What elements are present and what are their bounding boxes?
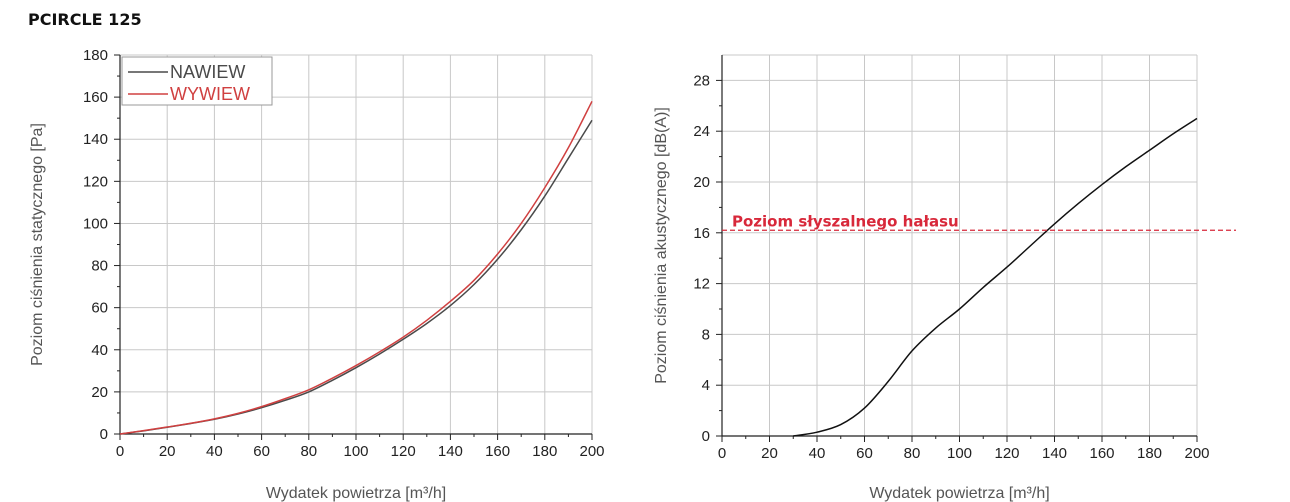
noise-threshold-label: Poziom słyszalnego hałasu (732, 212, 959, 230)
grid (120, 54, 593, 434)
noise-chart: 0 20 40 60 80 100 120 140 160 180 200 0 4 8 12 16 20 24 28… (653, 54, 1236, 502)
x-tick-label: 180 (532, 443, 557, 460)
x-tick-label: 40 (809, 445, 826, 462)
x-tick-label: 20 (761, 445, 778, 462)
x-tick-label: 0 (116, 443, 124, 460)
x-tick-label: 160 (1089, 445, 1114, 462)
y-tick-label: 24 (693, 123, 710, 140)
x-tick-label: 60 (856, 445, 873, 462)
y-tick-label: 0 (100, 426, 108, 443)
grid (722, 54, 1198, 436)
y-tick-label: 40 (91, 342, 108, 359)
y-tick-label: 8 (702, 326, 710, 343)
x-tick-label: 200 (1184, 445, 1209, 462)
y-axis-label: Poziom ciśnienia akustycznego [dB(A)] (653, 107, 670, 384)
x-tick-label: 60 (253, 443, 270, 460)
x-tick-label: 140 (1042, 445, 1067, 462)
y-tick-label: 80 (91, 258, 108, 275)
y-tick-label: 16 (693, 225, 710, 242)
legend-label: WYWIEW (170, 84, 250, 104)
series-line (793, 117, 1198, 437)
y-tick-label: 20 (91, 384, 108, 401)
x-axis-label: Wydatek powietrza [m³/h] (869, 485, 1049, 502)
x-tick-label: 120 (391, 443, 416, 460)
y-tick-label: 160 (83, 89, 108, 106)
y-tick-label: 140 (83, 131, 108, 148)
y-tick-label: 0 (702, 428, 710, 445)
x-tick-label: 160 (485, 443, 510, 460)
x-tick-label: 0 (718, 445, 726, 462)
x-tick-label: 80 (904, 445, 921, 462)
series-line-wywiew (119, 100, 593, 435)
y-tick-label: 100 (83, 215, 108, 232)
x-tick-label: 20 (159, 443, 176, 460)
x-tick-label: 100 (343, 443, 368, 460)
product-title: PCIRCLE 125 (28, 10, 142, 29)
y-tick-label: 4 (702, 377, 710, 394)
x-tick-label: 100 (947, 445, 972, 462)
y-tick-label: 120 (83, 173, 108, 190)
legend-label: NAWIEW (170, 62, 245, 82)
y-tick-label: 60 (91, 300, 108, 317)
legend-box (121, 56, 273, 106)
x-tick-label: 200 (579, 443, 604, 460)
y-tick-label: 180 (83, 47, 108, 64)
y-tick-label: 12 (693, 276, 710, 293)
y-tick-label: 28 (693, 72, 710, 89)
x-tick-label: 140 (438, 443, 463, 460)
x-tick-label: 40 (206, 443, 223, 460)
x-axis-label: Wydatek powietrza [m³/h] (266, 485, 446, 502)
pressure-chart: 0 20 40 60 80 100 120 140 160 180 200 0 20 40 60 80 100 1… (29, 47, 605, 502)
y-axis-label: Poziom ciśnienia statycznego [Pa] (29, 123, 46, 366)
y-tick-label: 20 (693, 174, 710, 191)
x-tick-label: 120 (994, 445, 1019, 462)
x-tick-label: 180 (1137, 445, 1162, 462)
x-tick-label: 80 (300, 443, 317, 460)
